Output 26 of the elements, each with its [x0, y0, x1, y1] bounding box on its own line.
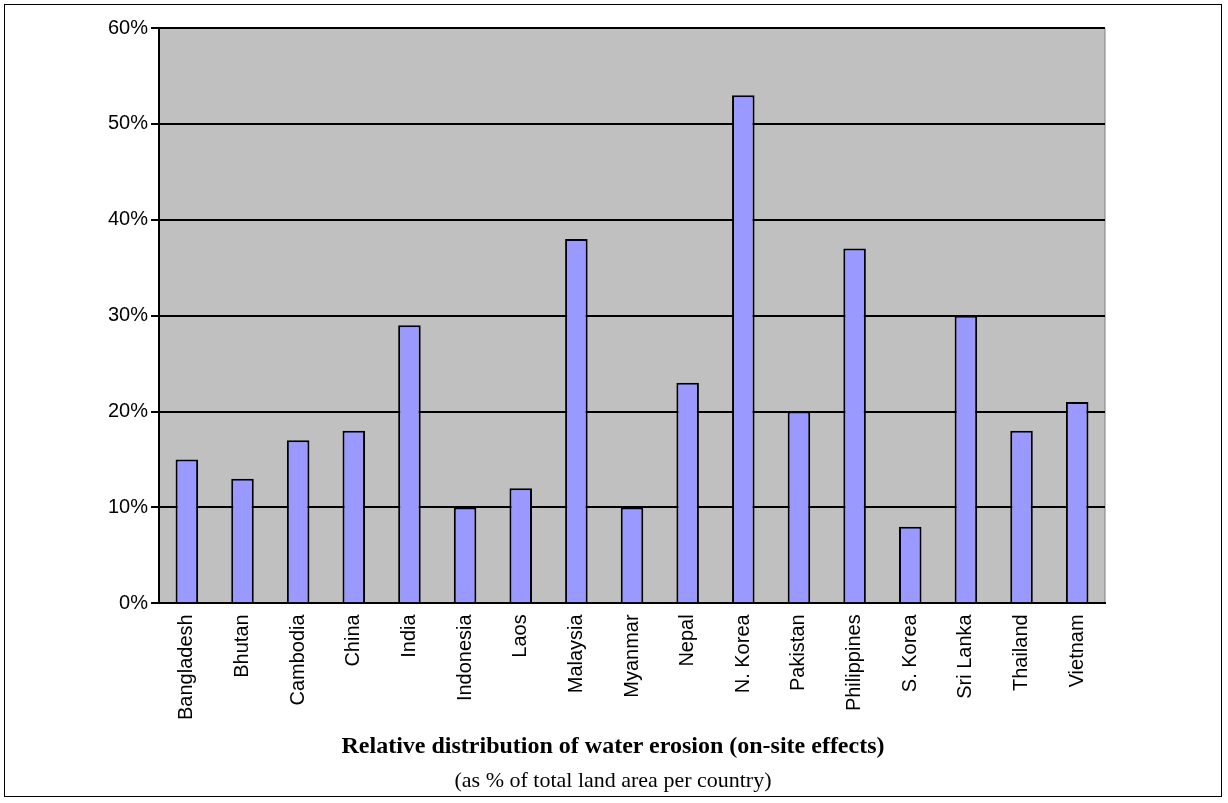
- x-tick-label: Thailand: [1009, 614, 1032, 692]
- y-tick-label: 10%: [108, 494, 149, 517]
- x-tick-label: Cambodia: [285, 613, 308, 706]
- y-tick-label: 60%: [108, 15, 149, 38]
- y-tick-label: 40%: [108, 207, 149, 230]
- x-tick-label: Bhutan: [230, 614, 253, 678]
- x-tick-label: Sri Lanka: [953, 613, 976, 699]
- x-tick-label: Philippines: [842, 614, 865, 712]
- x-tick-label: Bangladesh: [174, 614, 197, 721]
- text: Relative distribution of water erosion (on-site effects): [340, 732, 886, 759]
- text: (as % of total land area per country): [453, 767, 773, 793]
- x-tick-label: Vietnam: [1064, 614, 1087, 688]
- x-tick-label: N. Korea: [730, 613, 753, 694]
- x-tick-label: Laos: [508, 614, 531, 658]
- x-tick-label: India: [396, 613, 419, 658]
- x-tick-label: Pakistan: [786, 614, 809, 692]
- y-tick-label: 20%: [108, 399, 149, 422]
- x-tick-label: Nepal: [675, 614, 698, 667]
- x-tick-label: Malaysia: [563, 613, 586, 694]
- y-tick-label: 30%: [108, 303, 149, 326]
- y-tick-label: 50%: [108, 111, 149, 134]
- x-tick-label: China: [341, 613, 364, 667]
- x-tick-label: Indonesia: [452, 613, 475, 702]
- x-tick-label: Myanmar: [619, 614, 642, 698]
- x-tick-label: S. Korea: [897, 613, 920, 693]
- y-tick-label: 0%: [119, 590, 149, 613]
